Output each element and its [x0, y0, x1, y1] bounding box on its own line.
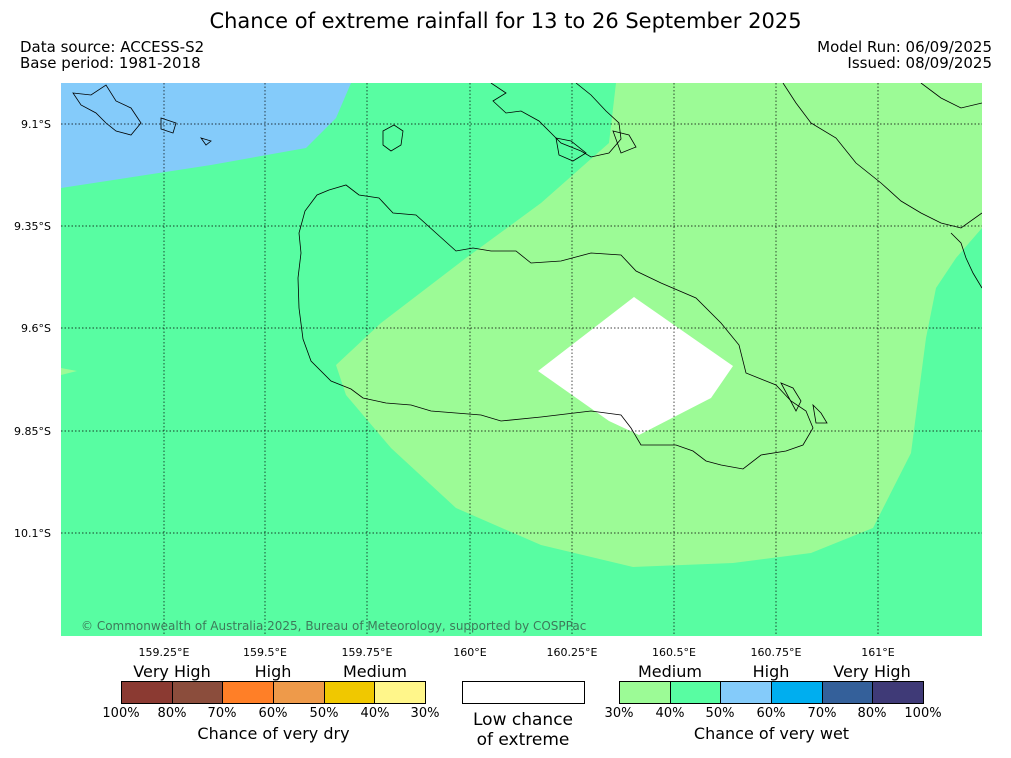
coastline-ne-island — [782, 83, 982, 229]
dry-tick-100: 100% — [102, 706, 140, 721]
lon-label-161: 161°E — [861, 646, 895, 659]
dry-tick-70: 70% — [207, 706, 237, 721]
data-source: Data source: ACCESS-S2 — [20, 38, 205, 56]
dry-category-medium: Medium — [343, 662, 407, 681]
wet-swatch-60-70 — [772, 682, 823, 703]
coastline-ne-fragments — [920, 83, 982, 289]
wet-legend-bar — [619, 681, 924, 704]
wet-category-high: High — [752, 662, 790, 681]
wet-tick-30: 30% — [604, 706, 634, 721]
dry-tick-50: 50% — [309, 706, 339, 721]
lat-label-9-85: 9.85°S — [14, 425, 51, 438]
dry-legend-bar — [121, 681, 426, 704]
issued-date: Issued: 08/09/2025 — [847, 54, 992, 72]
dry-tick-80: 80% — [157, 706, 187, 721]
lon-label-160-75: 160.75°E — [750, 646, 802, 659]
dry-swatch-60-70 — [223, 682, 275, 703]
coastline-north-island — [490, 83, 622, 158]
dry-tick-30: 30% — [410, 706, 440, 721]
wet-tick-50: 50% — [705, 706, 735, 721]
dry-tick-60: 60% — [258, 706, 288, 721]
dry-swatch-40-50 — [324, 682, 376, 703]
run-info: Model Run: 06/09/2025 Issued: 08/09/2025 — [817, 39, 992, 71]
wet-tick-40: 40% — [655, 706, 685, 721]
coastline-main-island — [297, 184, 814, 470]
dry-swatch-70-80 — [172, 682, 224, 703]
coastline-north-islets — [555, 130, 637, 162]
wet-category-very-high: Very High — [833, 662, 911, 681]
coastline-nw-islands — [72, 84, 212, 146]
map-title: Chance of extreme rainfall for 13 to 26 … — [209, 9, 802, 33]
dry-category-high: High — [254, 662, 292, 681]
copyright-notice: © Commonwealth of Australia 2025, Bureau… — [81, 619, 587, 633]
low-chance-line1: Low chance — [473, 710, 573, 730]
zone-30-40-sliver — [61, 368, 77, 375]
wet-swatch-80-100 — [873, 682, 924, 703]
map-canvas — [61, 83, 982, 636]
graticule — [61, 83, 982, 636]
lat-label-9-6: 9.6°S — [21, 322, 51, 335]
lon-label-159-75: 159.75°E — [341, 646, 393, 659]
coastline-east-islets — [780, 382, 828, 424]
dry-swatch-50-60 — [274, 682, 325, 703]
low-chance-label: Low chance of extreme — [450, 710, 596, 750]
wet-swatch-30-40 — [620, 682, 671, 703]
lat-label-10-1: 10.1°S — [14, 527, 51, 540]
wet-tick-80: 80% — [857, 706, 887, 721]
zone-low-chance — [538, 297, 733, 435]
dry-tick-40: 40% — [360, 706, 390, 721]
rainfall-map — [61, 83, 982, 636]
source-info: Data source: ACCESS-S2 Base period: 1981… — [20, 39, 204, 71]
lon-label-160: 160°E — [453, 646, 487, 659]
dry-swatch-30-40 — [375, 682, 426, 703]
wet-tick-100: 100% — [904, 706, 942, 721]
coastline-islet — [382, 124, 404, 152]
model-run: Model Run: 06/09/2025 — [817, 38, 992, 56]
coastlines — [72, 83, 982, 470]
wet-swatch-40-50 — [670, 682, 722, 703]
lon-label-160-25: 160.25°E — [546, 646, 598, 659]
lon-label-159-25: 159.25°E — [138, 646, 190, 659]
wet-swatch-70-80 — [822, 682, 874, 703]
low-chance-line2: of extreme — [476, 730, 570, 750]
wet-swatch-50-60 — [721, 682, 773, 703]
wet-tick-60: 60% — [756, 706, 786, 721]
wet-legend-caption: Chance of very wet — [693, 724, 850, 743]
lon-label-159-5: 159.5°E — [243, 646, 287, 659]
low-chance-swatch — [462, 681, 585, 704]
lat-label-9-35: 9.35°S — [14, 220, 51, 233]
dry-legend-caption: Chance of very dry — [197, 724, 350, 743]
wet-category-medium: Medium — [638, 662, 702, 681]
lon-label-160-5: 160.5°E — [652, 646, 696, 659]
dry-swatch-80-100 — [122, 682, 173, 703]
zone-50-60 — [61, 83, 351, 188]
dry-category-very-high: Very High — [133, 662, 211, 681]
lat-label-9-1: 9.1°S — [21, 118, 51, 131]
base-period: Base period: 1981-2018 — [20, 54, 201, 72]
wet-tick-70: 70% — [807, 706, 837, 721]
